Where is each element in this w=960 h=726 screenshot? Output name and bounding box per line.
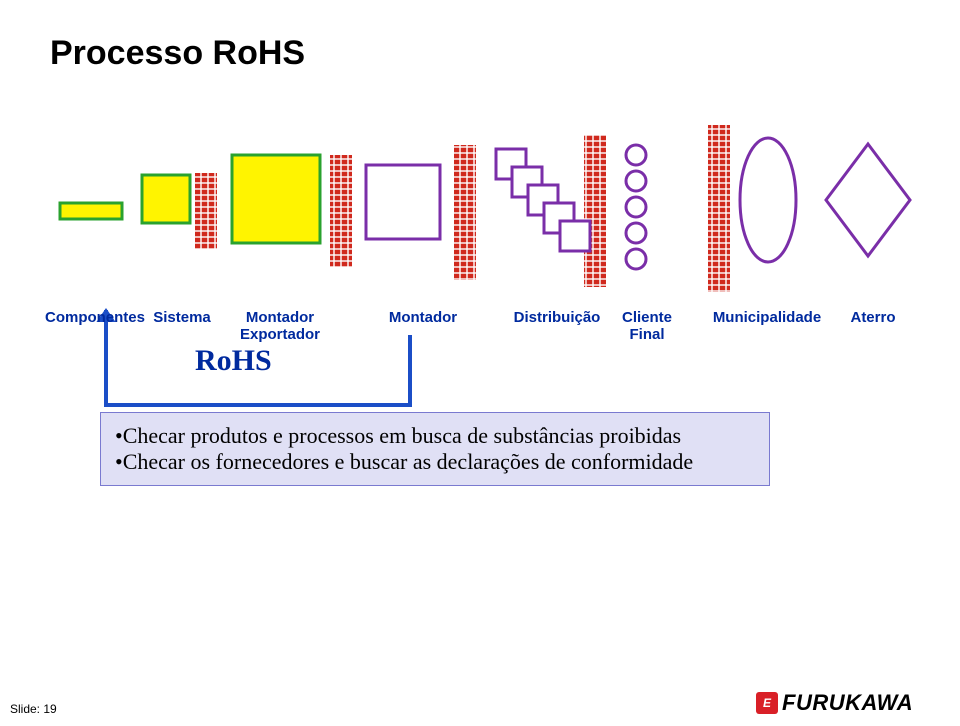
stage-label: Municipalidade: [702, 310, 832, 327]
stage-label: Distribuição: [502, 310, 612, 327]
process-diagram: [40, 105, 920, 415]
furukawa-logo: E FURUKAWA: [756, 690, 913, 716]
stage-label: Montador Exportador: [225, 310, 335, 343]
logo-badge-icon: E: [756, 692, 778, 714]
logo-text: FURUKAWA: [782, 690, 913, 716]
stage-label: Aterro: [838, 310, 908, 327]
rohs-label: RoHS: [195, 344, 272, 378]
page-title: Processo RoHS: [50, 34, 305, 73]
stage-label: Montador: [378, 310, 468, 327]
slide-number: Slide: 19: [10, 702, 57, 716]
stage-label: Sistema: [147, 310, 217, 327]
bullet-line: •Checar produtos e processos em busca de…: [115, 423, 755, 449]
stage-label: Componentes: [40, 310, 150, 327]
bullet-textbox: •Checar produtos e processos em busca de…: [100, 412, 770, 486]
slide: Processo RoHS ComponentesSistema Montador…: [0, 0, 960, 726]
stage-label: Cliente Final: [612, 310, 682, 343]
bullet-line: •Checar os fornecedores e buscar as decl…: [115, 449, 755, 475]
